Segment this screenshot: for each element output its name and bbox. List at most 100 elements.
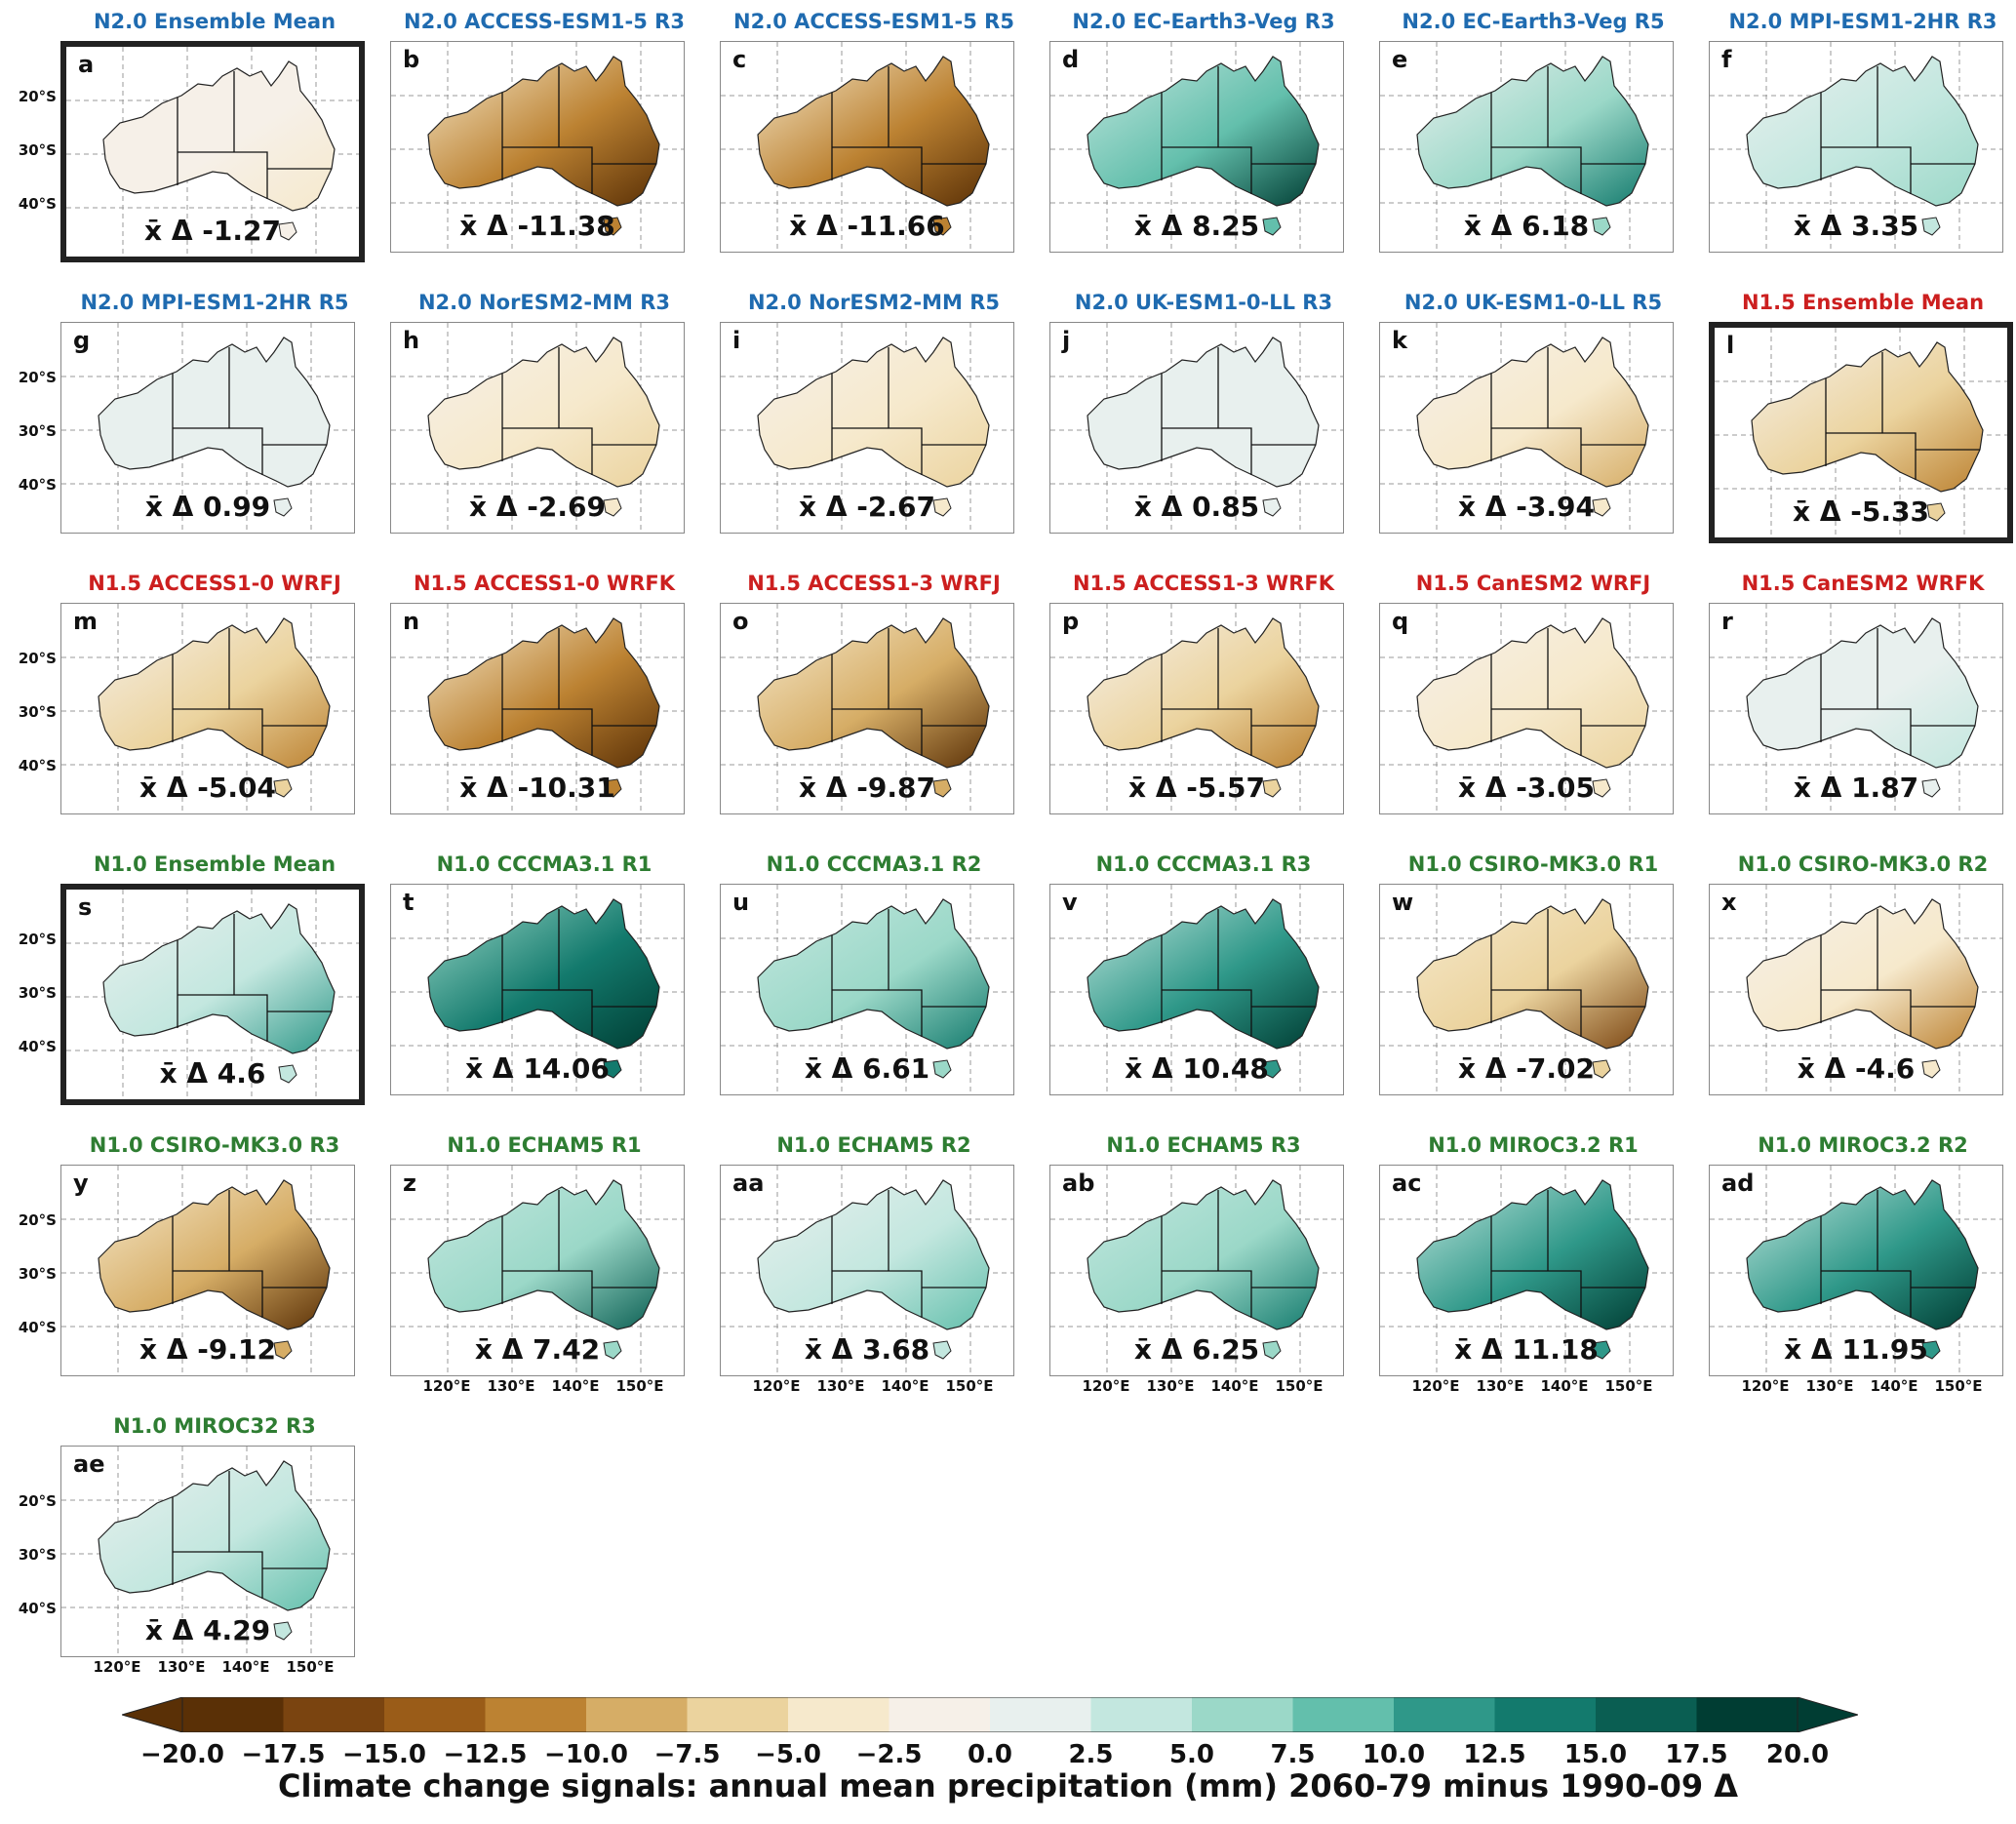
map-plot (1050, 323, 1343, 533)
panel-letter: n (403, 608, 420, 635)
colorbar-tick-label: −5.0 (755, 1740, 821, 1769)
state-borders (1161, 66, 1316, 194)
latitude-tick-label: 40°S (18, 1600, 57, 1617)
map-panel-t: N1.0 CCCMA3.1 R1 t x̄ Δ 14.06 (390, 853, 698, 1096)
panel-mean-change: x̄ Δ -11.66 (789, 210, 945, 242)
map-panel-k: N2.0 UK-ESM1-0-LL R5 k x̄ Δ -3.94 (1379, 291, 1687, 535)
longitude-labels: 120°E 130°E 140°E 150°E (720, 1377, 1014, 1397)
australia-landmass (1746, 56, 1979, 207)
colorbar-tick-label: 15.0 (1563, 1740, 1628, 1769)
state-borders (1161, 628, 1316, 756)
colorbar-segment (788, 1697, 889, 1732)
colorbar-segment (586, 1697, 688, 1732)
tasmania-landmass (273, 778, 293, 798)
panel-letter: c (732, 46, 747, 73)
colorbar-tick-label: 20.0 (1765, 1740, 1830, 1769)
map-frame: k x̄ Δ -3.94 (1379, 322, 1674, 534)
map-plot (1380, 42, 1673, 252)
panel-letter: d (1062, 46, 1080, 73)
panel-mean-change: x̄ Δ 1.87 (1793, 772, 1919, 804)
australia-landmass (1416, 1179, 1649, 1330)
panel-title: N2.0 MPI-ESM1-2HR R5 (80, 291, 349, 314)
panel-title: N2.0 MPI-ESM1-2HR R3 (1728, 10, 1997, 33)
map-plot (721, 885, 1013, 1094)
map-panel-ae: N1.0 MIROC32 R3 ae x̄ Δ 4.29 20°S 30°S 40°S 12… (19, 1414, 369, 1676)
state-borders (1490, 347, 1645, 475)
panel-letter: aa (732, 1170, 765, 1197)
australia-landmass (1416, 56, 1649, 207)
tasmania-landmass (1921, 778, 1941, 798)
australia-landmass (102, 60, 336, 212)
panel-title: N1.0 Ensemble Mean (93, 853, 336, 876)
panel-mean-change: x̄ Δ 11.95 (1784, 1333, 1928, 1366)
state-borders (1161, 347, 1316, 475)
tasmania-landmass (603, 1059, 622, 1079)
map-panel-r: N1.5 CanESM2 WRFK r x̄ Δ 1.87 (1709, 572, 2016, 815)
tasmania-landmass (603, 217, 622, 236)
tasmania-landmass (1592, 1059, 1611, 1079)
panel-letter: j (1062, 327, 1071, 354)
panel-mean-change: x̄ Δ 4.29 (144, 1614, 271, 1646)
australia-landmass (98, 337, 331, 488)
australia-landmass (1751, 341, 1984, 493)
panel-mean-change: x̄ Δ 3.68 (804, 1333, 930, 1366)
map-frame: p x̄ Δ -5.57 (1049, 603, 1344, 814)
state-borders (501, 628, 656, 756)
tasmania-landmass (1592, 217, 1611, 236)
colorbar-extend-high (1797, 1697, 1858, 1732)
panel-mean-change: x̄ Δ 10.48 (1125, 1052, 1269, 1085)
map-panel-i: N2.0 NorESM2-MM R5 i x̄ Δ -2.67 (720, 291, 1028, 535)
map-plot (721, 604, 1013, 813)
australia-landmass (1087, 898, 1320, 1050)
panel-letter: f (1721, 46, 1732, 73)
map-frame: s x̄ Δ 4.6 (60, 884, 365, 1105)
latitude-labels: 20°S 30°S 40°S (10, 41, 59, 251)
map-panel-l: N1.5 Ensemble Mean l x̄ Δ -5.33 (1709, 291, 2016, 543)
longitude-tick-label: 120°E (752, 1377, 801, 1395)
panel-letter: x (1721, 889, 1737, 916)
longitude-tick-label: 140°E (221, 1658, 270, 1676)
panel-mean-change: x̄ Δ 0.85 (1133, 491, 1260, 523)
tasmania-landmass (932, 1340, 952, 1360)
latitude-tick-label: 20°S (18, 650, 57, 667)
panel-title: N2.0 NorESM2-MM R3 (417, 291, 671, 314)
tasmania-landmass (278, 1064, 297, 1084)
map-plot (1710, 885, 2002, 1094)
panel-letter: v (1062, 889, 1078, 916)
state-borders (831, 909, 986, 1037)
tasmania-landmass (1926, 502, 1946, 522)
map-panel-s: N1.0 Ensemble Mean s x̄ Δ 4.6 20°S 30°S 40°S (19, 853, 369, 1105)
longitude-tick-label: 120°E (93, 1658, 141, 1676)
panel-letter: ae (73, 1450, 105, 1478)
map-panel-a: N2.0 Ensemble Mean a x̄ Δ -1.27 20°S 30°S 40°… (19, 10, 369, 262)
map-frame: h x̄ Δ -2.69 (390, 322, 685, 534)
colorbar-tick-label: −17.5 (241, 1740, 326, 1769)
latitude-tick-label: 40°S (18, 195, 57, 213)
australia-landmass (1746, 617, 1979, 769)
panel-letter: h (403, 327, 420, 354)
latitude-tick-label: 30°S (18, 703, 57, 721)
longitude-tick-label: 140°E (881, 1377, 929, 1395)
map-frame: l x̄ Δ -5.33 (1709, 322, 2013, 543)
map-frame: n x̄ Δ -10.31 (390, 603, 685, 814)
australia-landmass (1087, 56, 1320, 207)
longitude-tick-label: 120°E (1082, 1377, 1130, 1395)
map-frame: c x̄ Δ -11.66 (720, 41, 1014, 253)
map-panel-h: N2.0 NorESM2-MM R3 h x̄ Δ -2.69 (390, 291, 698, 535)
tasmania-landmass (603, 778, 622, 798)
state-borders (831, 1190, 986, 1318)
colorbar-segment (1696, 1697, 1799, 1732)
colorbar-label: Climate change signals: annual mean prec… (277, 1767, 1739, 1804)
tasmania-landmass (1262, 1340, 1282, 1360)
panel-title: N2.0 NorESM2-MM R5 (747, 291, 1001, 314)
tasmania-landmass (603, 1340, 622, 1360)
map-frame: e x̄ Δ 6.18 (1379, 41, 1674, 253)
panel-mean-change: x̄ Δ -10.31 (459, 772, 615, 804)
colorbar-tick-label: 10.0 (1362, 1740, 1426, 1769)
state-borders (1490, 628, 1645, 756)
map-plot (1050, 604, 1343, 813)
panel-letter: ad (1721, 1170, 1755, 1197)
map-panel-ad: N1.0 MIROC3.2 R2 ad x̄ Δ 11.95 120°E 130°E 14… (1709, 1133, 2016, 1395)
panel-title: N1.0 CCCMA3.1 R1 (436, 853, 652, 876)
panel-mean-change: x̄ Δ -2.67 (799, 491, 935, 523)
